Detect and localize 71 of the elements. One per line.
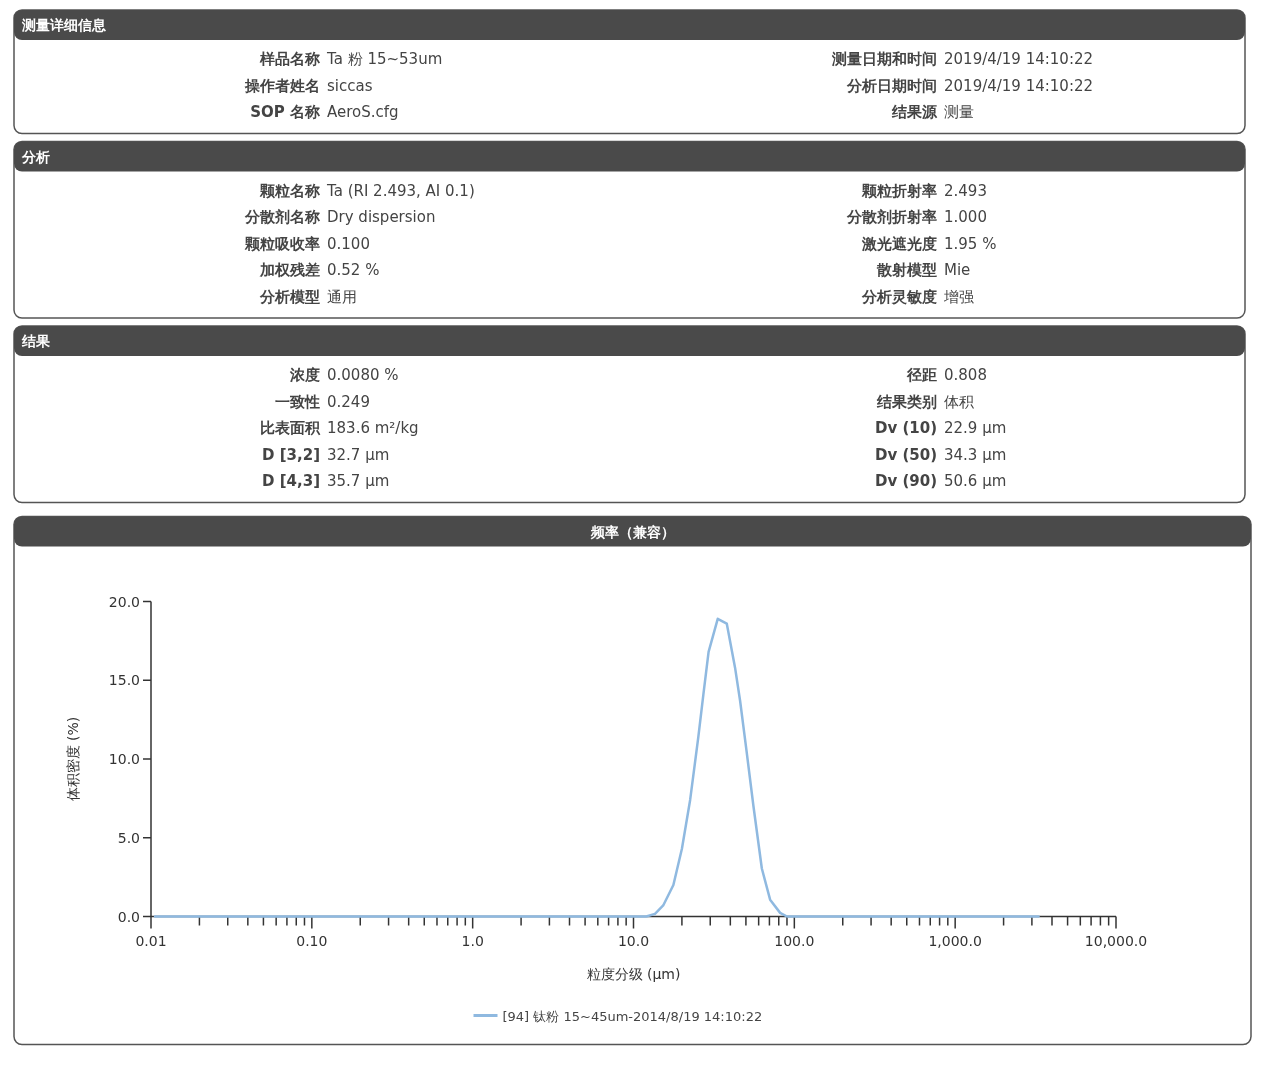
text: 35.7 μm <box>327 472 390 490</box>
x-tick-label: 10,000.0 <box>1084 932 1148 949</box>
text: 34.3 μm <box>944 445 1007 464</box>
y-tick-label: 0.0 <box>117 908 140 925</box>
text: 颗粒名称 <box>259 181 321 200</box>
chart-title: 频率（兼容） <box>589 523 675 540</box>
x-tick-label: 1.0 <box>461 932 484 949</box>
text: Dv (50) <box>874 445 937 464</box>
text: Dv (90) <box>874 472 937 490</box>
text: Dv (10) <box>874 419 937 437</box>
text: 结果类别 <box>876 392 937 411</box>
text: 0.0080 % <box>327 366 399 384</box>
text: D [4,3] <box>262 472 320 490</box>
text: SOP 名称 <box>250 103 321 121</box>
y-tick-label: 5.0 <box>117 829 140 846</box>
text: 分散剂名称 <box>244 208 321 226</box>
text: 操作者姓名 <box>244 76 320 95</box>
legend-label: [94] 钛粉 15~45um-2014/8/19 14:10:22 <box>502 1008 763 1024</box>
text: 0.52 % <box>327 261 380 279</box>
text: 测量详细信息 <box>21 17 107 33</box>
y-tick-label: 20.0 <box>108 593 140 610</box>
text: 体积 <box>944 392 974 411</box>
text: Mie <box>944 261 971 279</box>
text: 颗粒吸收率 <box>244 234 320 253</box>
text: 激光遮光度 <box>861 234 937 253</box>
text: 径距 <box>906 366 937 384</box>
text: D [3,2] <box>262 445 320 464</box>
x-tick-label: 100.0 <box>774 932 815 949</box>
text: 2019/4/19 14:10:22 <box>944 50 1094 68</box>
x-axis-title: 粒度分级 (μm) <box>586 965 681 982</box>
text: 比表面积 <box>260 419 321 437</box>
text: 结果源 <box>891 103 938 121</box>
text: 22.9 μm <box>944 419 1007 437</box>
text: 50.6 μm <box>944 472 1007 490</box>
text: 32.7 μm <box>327 445 390 464</box>
text: 2019/4/19 14:10:22 <box>944 76 1094 95</box>
text: Ta (RI 2.493, AI 0.1) <box>326 181 475 200</box>
text: 样品名称 <box>259 50 321 68</box>
text: AeroS.cfg <box>327 103 399 121</box>
text: 通用 <box>327 287 357 306</box>
text: siccas <box>327 76 373 95</box>
text: 测量 <box>944 103 974 121</box>
text: 结果 <box>21 333 51 349</box>
text: 0.100 <box>327 234 370 253</box>
text: 加权残差 <box>259 261 320 279</box>
text: 一致性 <box>275 392 320 411</box>
text: 1.95 % <box>944 234 997 253</box>
x-tick-label: 10.0 <box>617 932 650 949</box>
x-tick-label: 0.01 <box>135 932 167 949</box>
text: 分散剂折射率 <box>846 208 937 226</box>
text: Ta 粉 15~53um <box>326 50 443 68</box>
text: Dry dispersion <box>327 208 436 226</box>
text: 分析 <box>21 148 50 165</box>
text: 测量日期和时间 <box>831 50 937 68</box>
text: 183.6 m²/kg <box>327 419 419 437</box>
text: 增强 <box>943 287 974 306</box>
x-tick-label: 0.10 <box>296 932 328 949</box>
text: 分析模型 <box>259 287 320 306</box>
text: 0.249 <box>327 392 370 411</box>
text: 分析日期时间 <box>846 76 937 95</box>
text: 1.000 <box>944 208 987 226</box>
text: 散射模型 <box>876 261 937 279</box>
text: 分析灵敏度 <box>861 287 937 306</box>
text: 浓度 <box>289 366 320 384</box>
x-tick-label: 1,000.0 <box>928 932 982 949</box>
text: 2.493 <box>944 181 987 200</box>
y-axis-title: 体积密度 (%) <box>65 716 81 802</box>
y-tick-label: 10.0 <box>108 751 140 767</box>
text: 0.808 <box>944 366 987 384</box>
y-tick-label: 15.0 <box>108 672 140 689</box>
text: 颗粒折射率 <box>861 181 937 200</box>
